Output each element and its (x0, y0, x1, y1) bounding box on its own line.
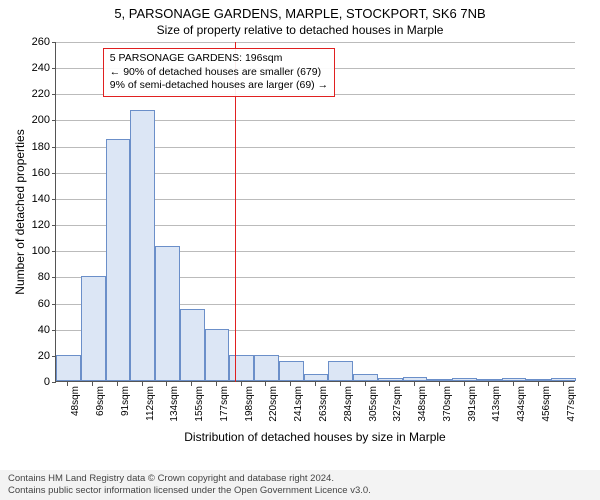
xtick-label: 220sqm (268, 386, 279, 422)
ytick-mark (52, 277, 56, 278)
xtick-label: 263sqm (318, 386, 329, 422)
histogram-bar (328, 361, 353, 381)
xtick-label: 456sqm (541, 386, 552, 422)
histogram-bar (502, 378, 527, 381)
plot-region: 0204060801001201401601802002202402605 PA… (55, 42, 575, 382)
footer-attribution: Contains HM Land Registry data © Crown c… (0, 470, 600, 500)
histogram-bar (526, 379, 551, 381)
xtick-mark (513, 382, 514, 386)
page-subtitle: Size of property relative to detached ho… (0, 21, 600, 37)
ytick-mark (52, 120, 56, 121)
xtick-mark (439, 382, 440, 386)
ytick-mark (52, 68, 56, 69)
xtick-mark (538, 382, 539, 386)
ytick-label: 0 (20, 376, 50, 388)
xtick-label: 348sqm (417, 386, 428, 422)
histogram-bar (229, 355, 254, 381)
histogram-bar (279, 361, 304, 381)
xtick-mark (241, 382, 242, 386)
histogram-bar (205, 329, 230, 381)
footer-line: Contains HM Land Registry data © Crown c… (8, 473, 592, 485)
ytick-mark (52, 199, 56, 200)
xtick-label: 370sqm (442, 386, 453, 422)
xtick-label: 413sqm (491, 386, 502, 422)
xtick-label: 69sqm (95, 386, 106, 416)
ytick-mark (52, 382, 56, 383)
histogram-bar (403, 377, 428, 381)
ytick-label: 240 (20, 62, 50, 74)
histogram-bar (106, 139, 131, 381)
ytick-label: 260 (20, 36, 50, 48)
xtick-mark (414, 382, 415, 386)
gridline (56, 42, 575, 43)
xtick-mark (265, 382, 266, 386)
ytick-label: 60 (20, 298, 50, 310)
histogram-bar (180, 309, 205, 381)
ytick-label: 40 (20, 324, 50, 336)
chart: 0204060801001201401601802002202402605 PA… (55, 42, 575, 412)
ytick-mark (52, 304, 56, 305)
xtick-mark (488, 382, 489, 386)
xtick-label: 477sqm (566, 386, 577, 422)
histogram-bar (452, 378, 477, 381)
xtick-label: 327sqm (392, 386, 403, 422)
xtick-mark (92, 382, 93, 386)
annotation-line: 9% of semi-detached houses are larger (6… (110, 79, 328, 93)
xtick-mark (340, 382, 341, 386)
ytick-label: 200 (20, 114, 50, 126)
ytick-label: 20 (20, 350, 50, 362)
ytick-label: 220 (20, 88, 50, 100)
xtick-mark (464, 382, 465, 386)
xtick-label: 284sqm (343, 386, 354, 422)
xtick-mark (365, 382, 366, 386)
histogram-bar (56, 355, 81, 381)
annotation-line: 5 PARSONAGE GARDENS: 196sqm (110, 52, 328, 66)
xtick-label: 91sqm (120, 386, 131, 416)
xtick-label: 177sqm (219, 386, 230, 422)
ytick-mark (52, 147, 56, 148)
xtick-label: 134sqm (169, 386, 180, 422)
xtick-mark (142, 382, 143, 386)
histogram-bar (427, 379, 452, 381)
xtick-mark (389, 382, 390, 386)
xtick-mark (315, 382, 316, 386)
xtick-mark (117, 382, 118, 386)
footer-line: Contains public sector information licen… (8, 485, 592, 497)
histogram-bar (81, 276, 106, 381)
ytick-mark (52, 330, 56, 331)
xtick-mark (216, 382, 217, 386)
x-axis-label: Distribution of detached houses by size … (55, 430, 575, 444)
annotation-line: ← 90% of detached houses are smaller (67… (110, 66, 328, 80)
ytick-mark (52, 42, 56, 43)
xtick-label: 391sqm (467, 386, 478, 422)
xtick-mark (67, 382, 68, 386)
ytick-mark (52, 173, 56, 174)
xtick-mark (191, 382, 192, 386)
ytick-mark (52, 94, 56, 95)
xtick-label: 112sqm (145, 386, 156, 421)
histogram-bar (130, 110, 155, 381)
xtick-label: 241sqm (293, 386, 304, 422)
histogram-bar (551, 378, 576, 381)
xtick-label: 305sqm (368, 386, 379, 422)
xtick-mark (166, 382, 167, 386)
xtick-label: 198sqm (244, 386, 255, 422)
xtick-label: 155sqm (194, 386, 205, 422)
histogram-bar (477, 379, 502, 381)
xtick-label: 48sqm (70, 386, 81, 416)
histogram-bar (155, 246, 180, 381)
ytick-mark (52, 225, 56, 226)
ytick-mark (52, 251, 56, 252)
xtick-label: 434sqm (516, 386, 527, 422)
histogram-bar (304, 374, 329, 381)
histogram-bar (378, 378, 403, 381)
annotation-box: 5 PARSONAGE GARDENS: 196sqm← 90% of deta… (103, 48, 335, 97)
page-title: 5, PARSONAGE GARDENS, MARPLE, STOCKPORT,… (0, 0, 600, 21)
histogram-bar (353, 374, 378, 381)
xtick-mark (563, 382, 564, 386)
xtick-mark (290, 382, 291, 386)
histogram-bar (254, 355, 279, 381)
